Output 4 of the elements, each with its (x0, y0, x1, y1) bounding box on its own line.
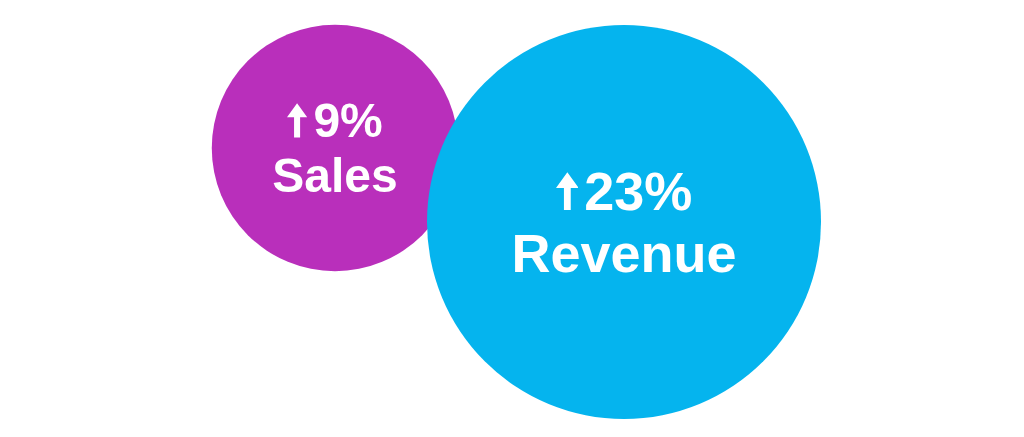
category-label: Revenue (510, 222, 738, 285)
data-label: 23% (584, 159, 693, 222)
data-label: 9% (313, 92, 383, 148)
category-label: Sales (271, 148, 399, 204)
